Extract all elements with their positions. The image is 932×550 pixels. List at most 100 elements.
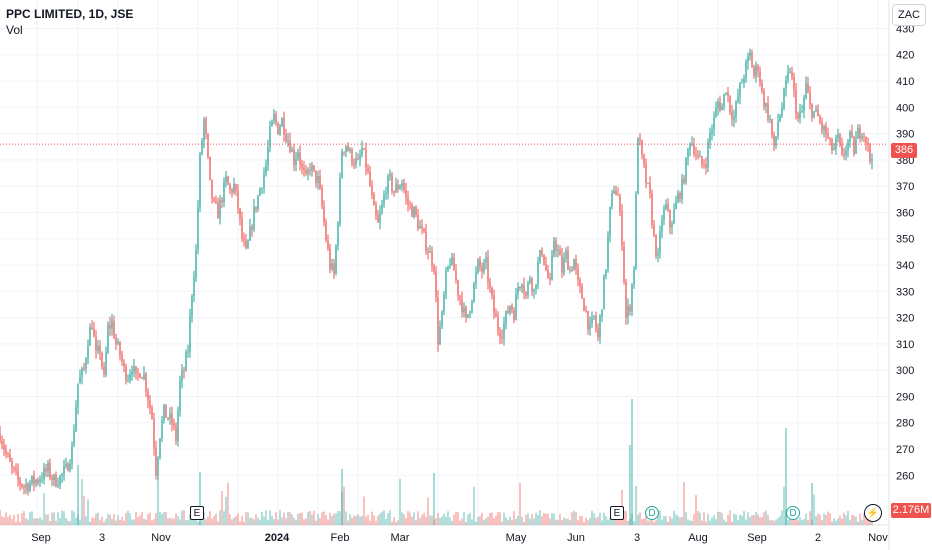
- volume-bar: [833, 518, 835, 525]
- volume-bar: [491, 512, 493, 525]
- volume-bar: [269, 510, 271, 525]
- candle-body: [789, 71, 791, 73]
- volume-bar: [479, 515, 481, 525]
- candle-body: [439, 326, 441, 345]
- volume-bar: [843, 512, 845, 525]
- candle-body: [413, 207, 415, 217]
- volume-bar: [25, 518, 27, 525]
- volume-bar: [151, 520, 153, 525]
- volume-bar: [91, 517, 93, 525]
- candle-body: [559, 249, 561, 256]
- volume-bar: [783, 486, 785, 525]
- candle-body: [541, 250, 543, 255]
- volume-bar: [309, 511, 311, 525]
- volume-bar: [415, 520, 417, 525]
- volume-bar: [799, 517, 801, 525]
- volume-bar: [659, 510, 661, 525]
- candle-body: [769, 118, 771, 120]
- volume-bar: [387, 513, 389, 525]
- candle-body: [863, 136, 865, 138]
- volume-bar: [749, 516, 751, 525]
- dividend-marker-2-icon[interactable]: D: [786, 506, 800, 520]
- volume-bar: [685, 512, 687, 525]
- volume-bar: [237, 513, 239, 525]
- candle-body: [699, 156, 701, 158]
- volume-bar: [595, 517, 597, 525]
- candle-body: [657, 252, 659, 256]
- candle-body: [447, 266, 449, 271]
- candle-body: [19, 479, 21, 485]
- volume-bar: [429, 515, 431, 525]
- candle-body: [711, 129, 713, 133]
- candle-body: [143, 373, 145, 379]
- volume-bar: [259, 519, 261, 525]
- volume-bar: [171, 518, 173, 525]
- volume-bar: [327, 519, 329, 525]
- volume-bar: [589, 518, 591, 525]
- symbol-title[interactable]: PPC LIMITED, 1D, JSE: [6, 7, 134, 21]
- candle-body: [869, 144, 871, 162]
- candle-body: [547, 270, 549, 278]
- volume-bar: [113, 514, 115, 525]
- candle-body: [227, 176, 229, 185]
- y-tick-label: 390: [896, 129, 914, 141]
- currency-selector[interactable]: ZAC: [892, 4, 926, 26]
- volume-bar: [489, 512, 491, 525]
- volume-bar: [395, 521, 397, 525]
- candle-body: [363, 148, 365, 150]
- candle-body: [427, 251, 429, 253]
- volume-bar: [509, 516, 511, 525]
- volume-bar: [197, 521, 199, 525]
- volume-bar: [599, 512, 601, 525]
- volume-bar: [563, 517, 565, 525]
- candle-body: [597, 328, 599, 338]
- volume-bar: [855, 516, 857, 525]
- volume-bar: [221, 491, 223, 525]
- volume-bar: [441, 516, 443, 525]
- candle-body: [245, 240, 247, 249]
- volume-bar: [835, 520, 837, 525]
- candle-body: [395, 184, 397, 193]
- candle-body: [775, 136, 777, 146]
- candle-body: [501, 336, 503, 339]
- candle-body: [567, 250, 569, 271]
- dividend-marker-1-icon[interactable]: D: [645, 506, 659, 520]
- volume-bar: [167, 518, 169, 525]
- candle-body: [21, 484, 23, 487]
- volume-bar: [359, 516, 361, 525]
- volume-bar: [739, 514, 741, 525]
- volume-bar: [551, 513, 553, 525]
- volume-bar: [181, 510, 183, 525]
- volume-bar: [409, 512, 411, 525]
- candle-body: [479, 259, 481, 267]
- volume-bar: [539, 510, 541, 525]
- volume-bar: [35, 518, 37, 525]
- volume-bar: [129, 513, 131, 525]
- volume-bar: [819, 514, 821, 525]
- candle-body: [65, 463, 67, 467]
- earnings-marker-2-icon[interactable]: E: [610, 506, 624, 520]
- earnings-marker-1-icon[interactable]: E: [190, 506, 204, 520]
- volume-bar: [531, 514, 533, 525]
- volume-bar: [813, 494, 815, 525]
- volume-legend-label[interactable]: Vol: [6, 23, 23, 37]
- volume-bar: [517, 515, 519, 525]
- volume-bar: [545, 513, 547, 525]
- volume-bar: [399, 478, 401, 525]
- candle-body: [617, 194, 619, 196]
- volume-bar: [49, 521, 51, 525]
- volume-bar: [205, 519, 207, 525]
- y-tick-label: 370: [896, 181, 914, 193]
- candle-body: [721, 106, 723, 111]
- lightning-event-icon[interactable]: ⚡: [864, 504, 882, 522]
- candle-body: [323, 206, 325, 223]
- volume-bar: [293, 517, 295, 525]
- candle-body: [81, 368, 83, 377]
- volume-bar: [785, 428, 787, 525]
- candle-body: [651, 193, 653, 226]
- candle-body: [747, 56, 749, 63]
- candle-body: [13, 467, 15, 469]
- volume-bar: [553, 513, 555, 525]
